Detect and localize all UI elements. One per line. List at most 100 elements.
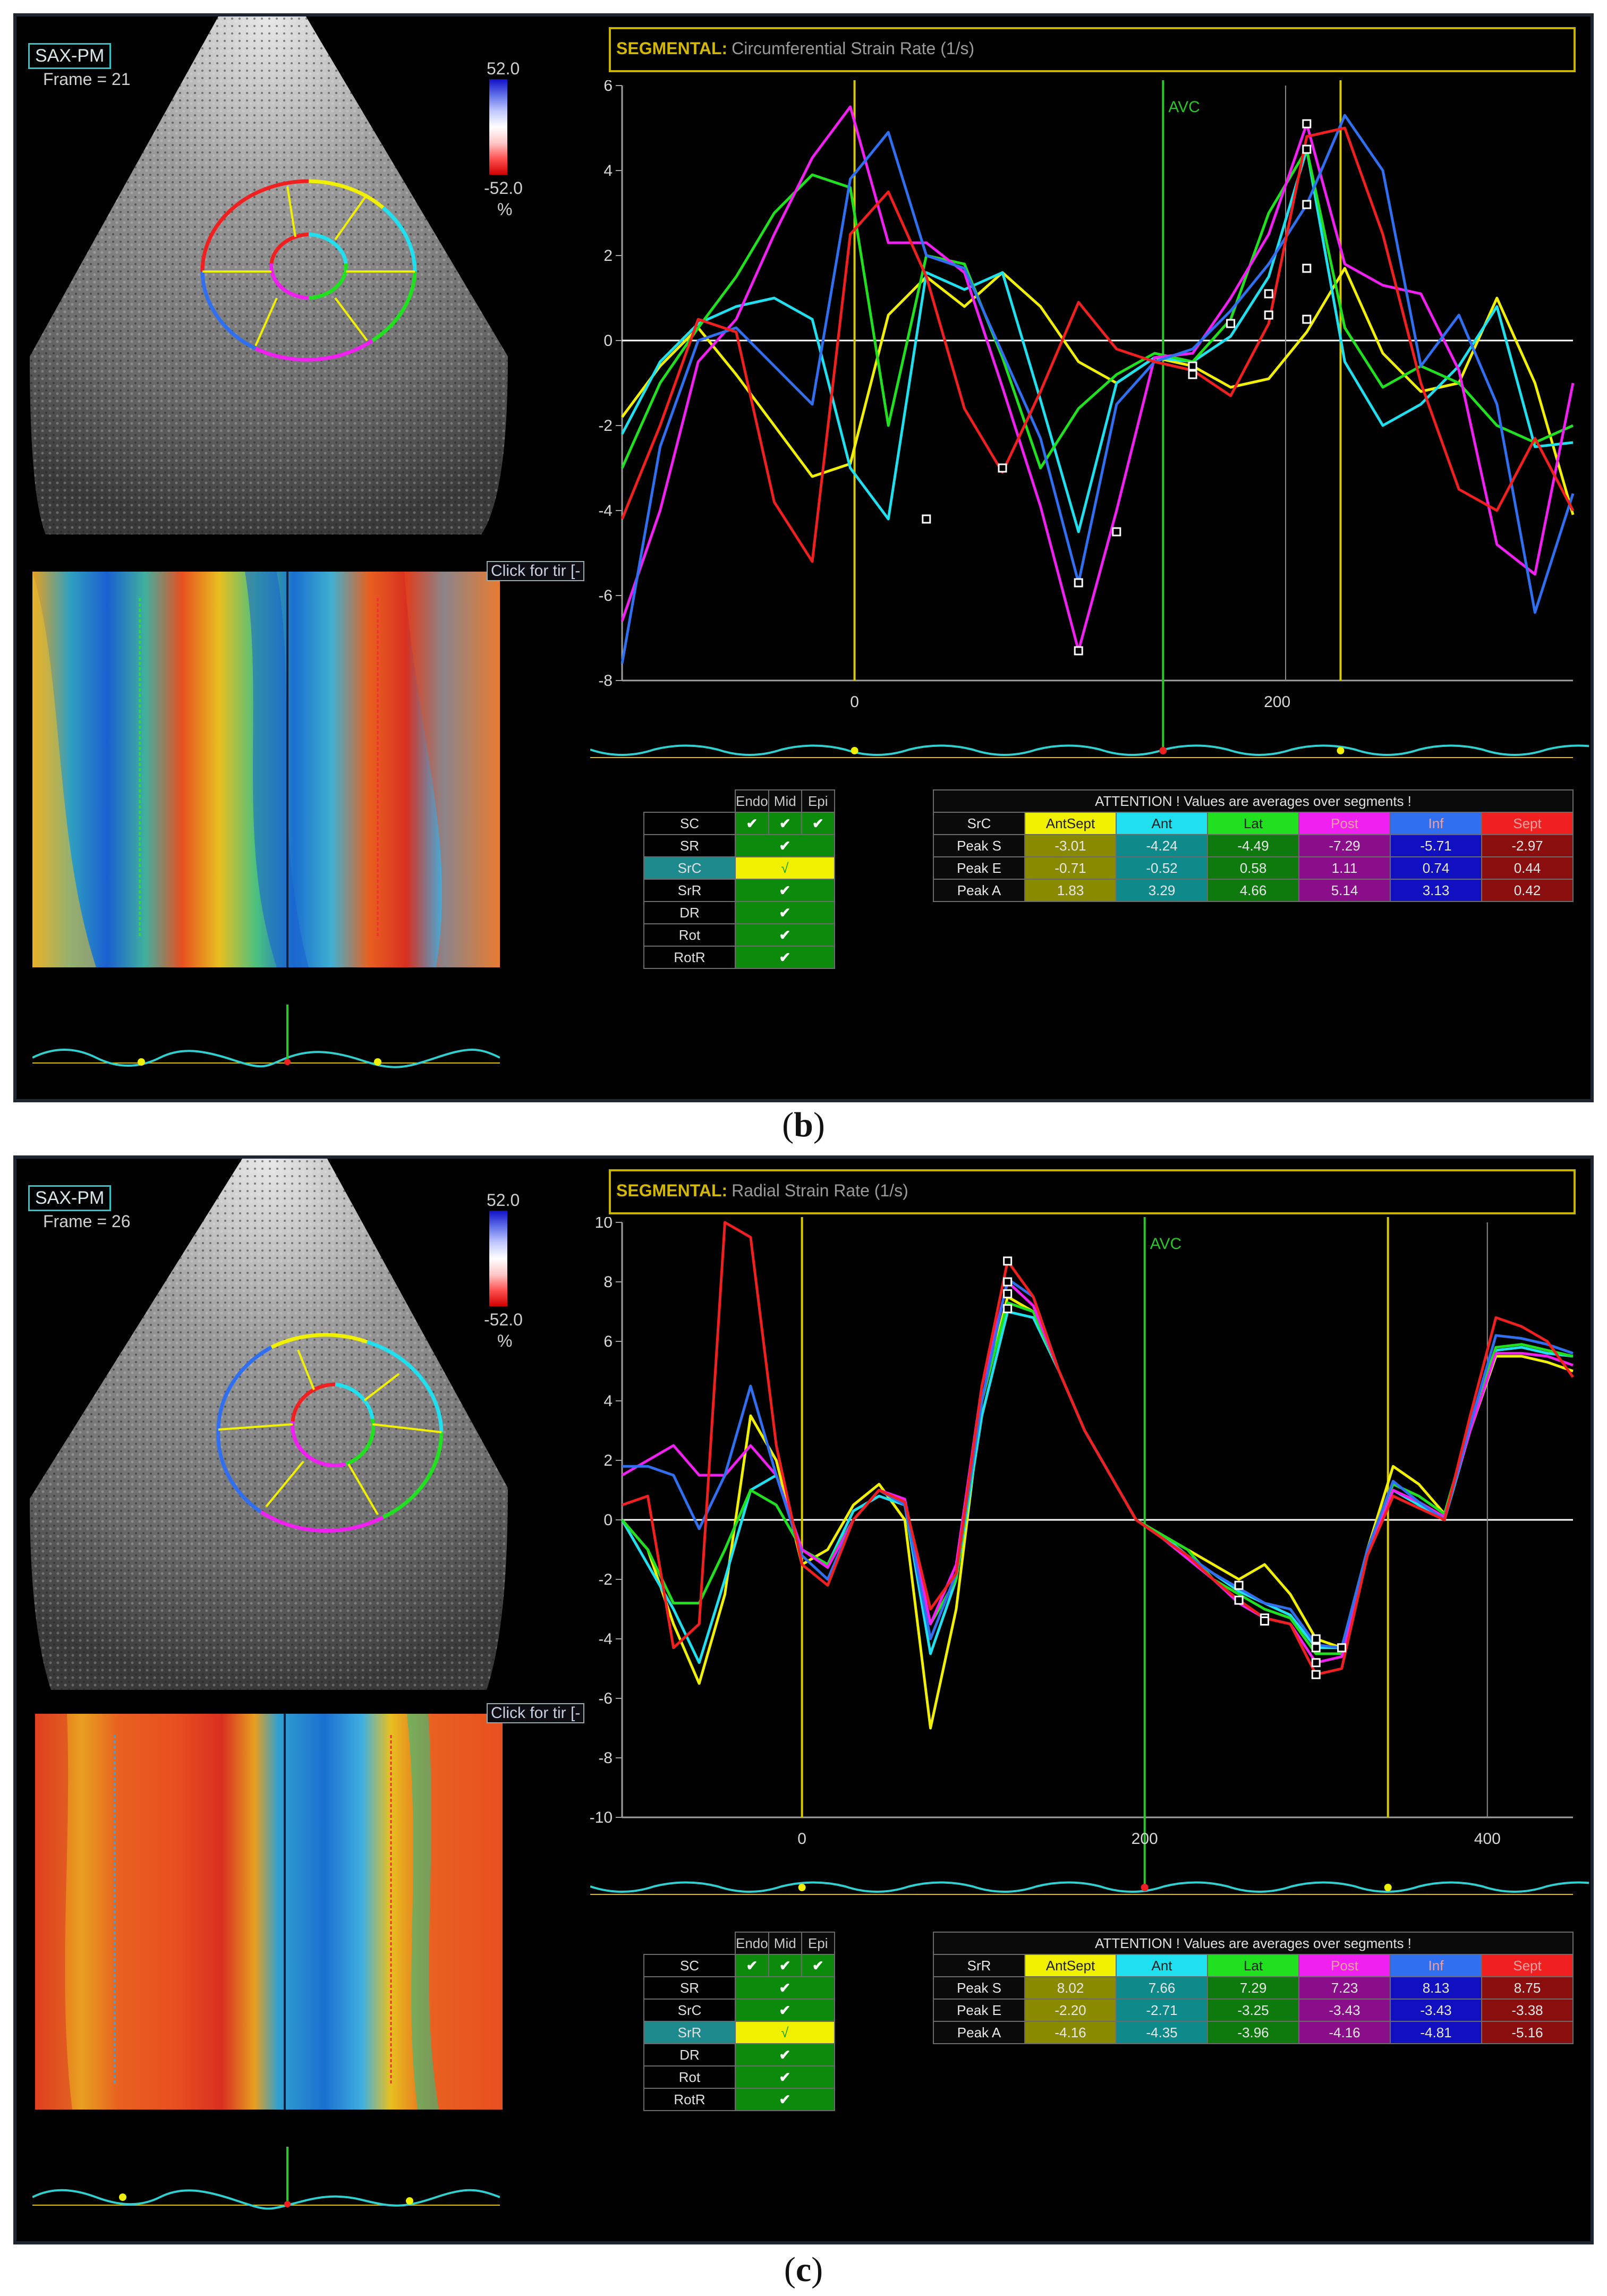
peak-marker xyxy=(1003,1256,1013,1266)
series-line-ant xyxy=(620,1310,1574,1664)
param-checkbox[interactable]: ✔ xyxy=(735,879,835,902)
param-sc-button[interactable]: SC xyxy=(643,1954,736,1977)
param-checkbox[interactable]: ✔ xyxy=(735,2065,835,2089)
param-srr-button[interactable]: SrR xyxy=(643,2021,736,2044)
param-row: Rot ✔ xyxy=(643,923,835,947)
parameter-selector: Endo Mid Epi SC ✔ ✔ ✔ SR ✔ SrC ✔ SrR √ DR ✔ Rot ✔ RotR ✔ xyxy=(643,1932,835,2111)
attention-note: ATTENTION ! Values are averages over seg… xyxy=(933,1932,1574,1955)
value-cell: -4.16 xyxy=(1298,2021,1391,2044)
table-param-label: SrR xyxy=(933,1954,1025,1977)
layer-checkbox[interactable]: ✔ xyxy=(801,1954,835,1977)
layer-checkbox[interactable]: ✔ xyxy=(768,1954,802,1977)
value-cell: -3.01 xyxy=(1024,834,1117,857)
peak-marker xyxy=(1112,527,1121,537)
y-tick-label: 6 xyxy=(603,1333,613,1350)
param-checkbox[interactable]: ✔ xyxy=(735,2043,835,2067)
avc-label: AVC xyxy=(1168,98,1200,116)
ecg-event-dot xyxy=(798,1884,806,1891)
value-cell: 7.29 xyxy=(1207,1976,1299,2000)
y-tick-label: -8 xyxy=(598,1749,613,1767)
click-tip-button[interactable]: Click for tir [- xyxy=(487,561,585,581)
echo-sector-image xyxy=(30,1159,508,1690)
param-checkbox[interactable]: ✔ xyxy=(735,901,835,924)
value-cell: 3.29 xyxy=(1116,879,1208,902)
param-checkbox[interactable]: ✔ xyxy=(735,1999,835,2022)
value-cell: -0.71 xyxy=(1024,856,1117,880)
echo-panel-b: SAX-PM Frame = 21 52.0 -52.0 % Click for… xyxy=(13,13,1594,1102)
frame-counter: Frame = 21 xyxy=(43,70,131,89)
layer-checkbox[interactable]: ✔ xyxy=(801,812,835,835)
param-checkbox[interactable]: √ xyxy=(735,2021,835,2044)
param-checkbox[interactable]: ✔ xyxy=(735,2088,835,2111)
layer-header[interactable]: Mid xyxy=(768,789,802,813)
click-tip-button[interactable]: Click for tir [- xyxy=(487,1703,585,1723)
param-rotr-button[interactable]: RotR xyxy=(643,946,736,969)
param-checkbox[interactable]: ✔ xyxy=(735,946,835,969)
strain-rate-chart: 6 4 2 0 -2 -4 -6 -8 AVC 0 200 xyxy=(590,80,1589,758)
peak-marker xyxy=(1188,370,1197,379)
table-row: Peak S -3.01 -4.24 -4.49 -7.29 -5.71 -2.97 xyxy=(933,834,1574,857)
param-dr-button[interactable]: DR xyxy=(643,901,736,924)
peak-marker xyxy=(1302,144,1312,154)
layer-header[interactable]: Epi xyxy=(801,1932,835,1955)
layer-header[interactable]: Endo xyxy=(735,789,769,813)
segment-header-inf: Inf xyxy=(1390,1954,1482,1977)
layer-checkbox[interactable]: ✔ xyxy=(735,1954,769,1977)
param-rot-button[interactable]: Rot xyxy=(643,2065,736,2089)
ecg-event-dot xyxy=(1141,1884,1149,1891)
scale-min: -52.0 xyxy=(484,1310,523,1329)
segment-header-sept: Sept xyxy=(1481,1954,1574,1977)
peak-marker xyxy=(1188,361,1197,371)
param-checkbox[interactable]: ✔ xyxy=(735,1976,835,2000)
layer-checkbox[interactable]: ✔ xyxy=(735,812,769,835)
param-dr-button[interactable]: DR xyxy=(643,2043,736,2067)
segment-overlay xyxy=(216,1333,444,1533)
param-srr-button[interactable]: SrR xyxy=(643,879,736,902)
param-row: SC ✔ ✔ ✔ xyxy=(643,1954,835,1977)
table-row: Peak E -2.20 -2.71 -3.25 -3.43 -3.43 -3.38 xyxy=(933,1999,1574,2022)
param-row: DR ✔ xyxy=(643,2043,835,2067)
ecg-trace xyxy=(590,1881,1589,1893)
value-cell: -4.16 xyxy=(1024,2021,1117,2044)
peak-marker xyxy=(1226,319,1236,328)
value-cell: -2.71 xyxy=(1116,1999,1208,2022)
param-checkbox[interactable]: ✔ xyxy=(735,834,835,857)
param-sr-button[interactable]: SR xyxy=(643,1976,736,2000)
param-src-button[interactable]: SrC xyxy=(643,856,736,880)
param-sc-button[interactable]: SC xyxy=(643,812,736,835)
value-cell: -3.43 xyxy=(1390,1999,1482,2022)
peak-marker xyxy=(1302,263,1312,273)
caption-letter: b xyxy=(794,1106,813,1144)
layer-header[interactable]: Mid xyxy=(768,1932,802,1955)
y-tick-label: 6 xyxy=(603,80,613,95)
value-cell: -2.20 xyxy=(1024,1999,1117,2022)
param-row: SR ✔ xyxy=(643,834,835,857)
param-checkbox[interactable]: √ xyxy=(735,856,835,880)
layer-checkbox[interactable]: ✔ xyxy=(768,812,802,835)
scale-min: -52.0 xyxy=(484,178,523,198)
param-src-button[interactable]: SrC xyxy=(643,1999,736,2022)
layer-header[interactable]: Epi xyxy=(801,789,835,813)
value-cell: 8.75 xyxy=(1481,1976,1574,2000)
layer-header[interactable]: Endo xyxy=(735,1932,769,1955)
table-row: Peak A 1.83 3.29 4.66 5.14 3.13 0.42 xyxy=(933,879,1574,902)
series-line-sept xyxy=(620,126,1575,563)
y-tick-label: -4 xyxy=(598,1630,613,1648)
y-tick-label: 10 xyxy=(595,1217,613,1231)
param-checkbox[interactable]: ✔ xyxy=(735,923,835,947)
chart-header: SEGMENTAL: Radial Strain Rate (1/s) xyxy=(609,1169,1576,1214)
peak-marker xyxy=(1311,1670,1321,1679)
table-param-label: SrC xyxy=(933,812,1025,835)
ecg-event-dot xyxy=(851,747,858,754)
value-cell: 3.13 xyxy=(1390,879,1482,902)
ecg-strip xyxy=(32,2147,500,2210)
value-cell: 0.74 xyxy=(1390,856,1482,880)
param-rotr-button[interactable]: RotR xyxy=(643,2088,736,2111)
param-rot-button[interactable]: Rot xyxy=(643,923,736,947)
y-tick-label: 0 xyxy=(603,332,613,350)
peak-marker xyxy=(1302,314,1312,324)
param-sr-button[interactable]: SR xyxy=(643,834,736,857)
y-tick-label: -2 xyxy=(598,1571,613,1588)
param-row: SrR √ xyxy=(643,2021,835,2044)
x-tick-label: 400 xyxy=(1474,1830,1501,1848)
